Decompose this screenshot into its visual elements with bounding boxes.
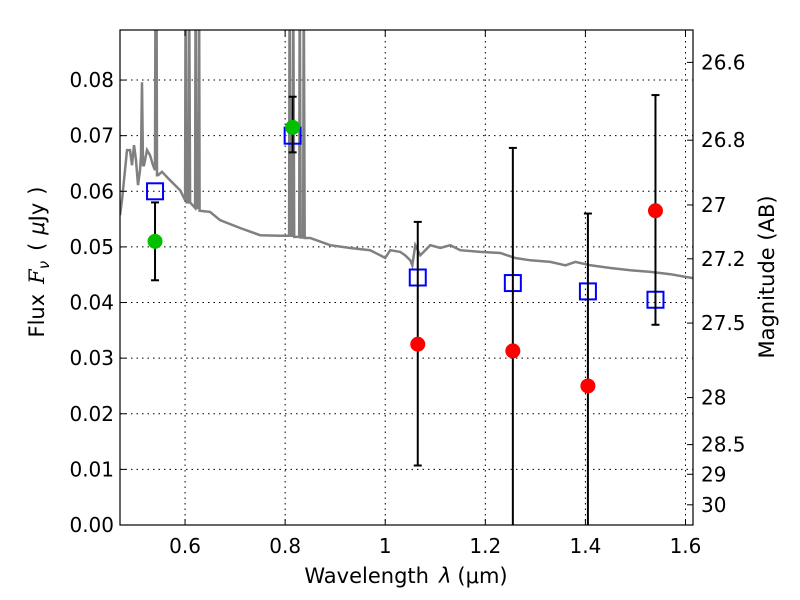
y2-tick-label: 27.5 <box>701 311 746 335</box>
axes: 0.6 0.8 1 1.2 1.4 1.6 0.00 0.01 0.02 0.03 0.04 0.05… <box>69 30 746 558</box>
upper-point <box>410 336 426 352</box>
y2-tick-label: 28 <box>701 386 726 410</box>
x-tick-label: 1 <box>379 534 392 558</box>
y-axis-label: FluxFν(μJy) <box>25 186 53 337</box>
x-axis-label: Wavelength λ (μm) <box>304 564 507 588</box>
y-tick-label: 0.00 <box>69 513 114 537</box>
x-tick-label: 0.6 <box>169 534 201 558</box>
x-tick-label: 1.4 <box>569 534 601 558</box>
x-tick-label: 1.2 <box>469 534 501 558</box>
y2-tick-label: 30 <box>701 493 726 517</box>
model-square <box>146 182 165 201</box>
y2-tick-label: 26.8 <box>701 128 746 152</box>
data-marks <box>146 94 665 525</box>
y-tick-label: 0.05 <box>69 235 114 259</box>
upper-point <box>647 203 663 219</box>
y2-axis-label: Magnitude (AB) <box>755 195 779 358</box>
detected-point <box>147 233 163 249</box>
y-tick-label: 0.04 <box>69 291 114 315</box>
y-tick-label: 0.07 <box>69 124 114 148</box>
upper-point <box>580 378 596 394</box>
y-tick-label: 0.02 <box>69 402 114 426</box>
spectrum-line <box>120 30 693 280</box>
detected-point <box>285 119 301 135</box>
y-tick-label: 0.06 <box>69 179 114 203</box>
x-tick-label: 1.6 <box>670 534 702 558</box>
grid <box>120 30 693 526</box>
upper-point <box>505 343 521 359</box>
y2-tick-label: 27 <box>701 193 726 217</box>
y-tick-label: 0.01 <box>69 457 114 481</box>
y-tick-label: 0.03 <box>69 346 114 370</box>
y2-tick-label: 29 <box>701 462 726 486</box>
y2-tick-label: 27.2 <box>701 247 746 271</box>
y2-tick-label: 26.6 <box>701 50 746 74</box>
y-tick-label: 0.08 <box>69 68 114 92</box>
plot-frame <box>119 29 694 526</box>
y2-tick-label: 28.5 <box>701 433 746 457</box>
x-tick-label: 0.8 <box>269 534 301 558</box>
